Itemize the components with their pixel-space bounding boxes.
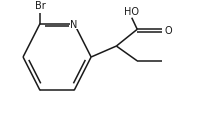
Text: Br: Br	[35, 1, 45, 11]
Text: O: O	[165, 26, 172, 36]
Text: HO: HO	[124, 7, 139, 16]
Text: N: N	[70, 19, 78, 29]
